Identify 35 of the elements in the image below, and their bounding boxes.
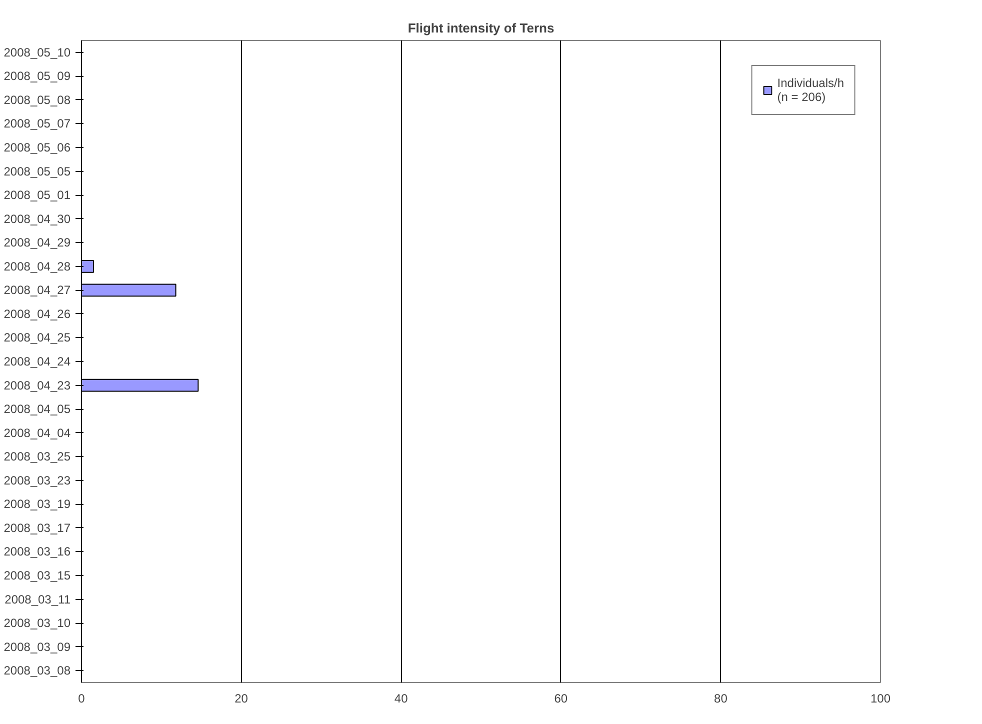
y-tick-label: 2008_03_15 bbox=[4, 568, 71, 582]
y-tick-label: 2008_04_26 bbox=[4, 306, 71, 321]
y-tick-label: 2008_04_05 bbox=[4, 402, 71, 416]
y-tick-label: 2008_03_10 bbox=[4, 616, 71, 630]
y-tick-label: 2008_05_07 bbox=[4, 116, 71, 131]
y-tick-label: 2008_03_08 bbox=[4, 664, 71, 678]
y-tick-label: 2008_03_16 bbox=[4, 544, 71, 559]
y-tick-label: 2008_04_30 bbox=[4, 212, 71, 226]
y-tick-label: 2008_03_09 bbox=[4, 640, 71, 654]
x-tick-label: 40 bbox=[394, 692, 408, 706]
legend-label: Individuals/h (n = 206) bbox=[777, 76, 844, 104]
y-tick-label: 2008_05_05 bbox=[4, 164, 71, 178]
y-tick-label: 2008_05_08 bbox=[4, 92, 71, 107]
x-tick-label: 100 bbox=[870, 692, 891, 706]
y-tick-label: 2008_03_19 bbox=[4, 497, 71, 512]
x-tick-label: 0 bbox=[78, 692, 86, 706]
y-tick-label: 2008_03_23 bbox=[4, 473, 71, 488]
y-tick-label: 2008_05_01 bbox=[4, 188, 71, 202]
x-tick-label: 20 bbox=[234, 692, 248, 706]
y-tick-label: 2008_03_17 bbox=[4, 520, 71, 535]
y-tick-label: 2008_03_25 bbox=[4, 450, 71, 464]
y-tick-label: 2008_04_23 bbox=[4, 378, 71, 392]
x-tick-label: 80 bbox=[714, 692, 728, 706]
y-tick-label: 2008_05_06 bbox=[4, 140, 71, 154]
y-tick-label: 2008_04_28 bbox=[4, 259, 71, 274]
y-tick-label: 2008_04_25 bbox=[4, 330, 71, 345]
y-tick-label: 2008_04_04 bbox=[4, 426, 71, 440]
y-tick-label: 2008_05_09 bbox=[4, 69, 71, 84]
y-tick-label: 2008_05_10 bbox=[4, 45, 71, 60]
y-tick-label: 2008_04_27 bbox=[4, 283, 71, 298]
y-tick-label: 2008_04_29 bbox=[4, 236, 71, 250]
chart-title: Flight intensity of Terns bbox=[408, 20, 554, 36]
y-tick-label: 2008_04_24 bbox=[4, 354, 71, 368]
x-tick-label: 60 bbox=[554, 692, 568, 706]
y-tick-label: 2008_03_11 bbox=[4, 592, 71, 606]
